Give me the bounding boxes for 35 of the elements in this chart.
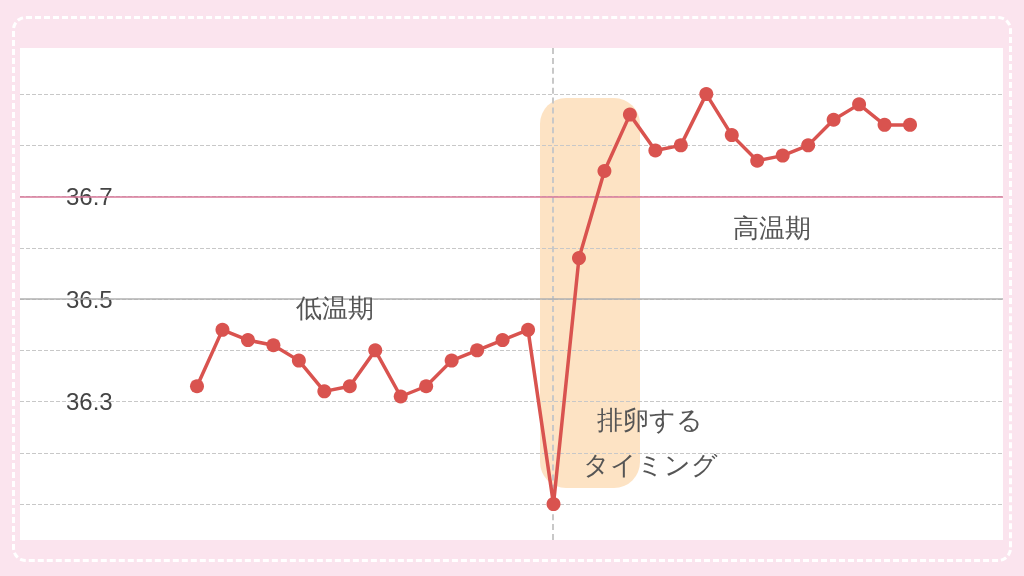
point (444, 353, 459, 368)
point (317, 384, 332, 399)
point (673, 138, 688, 153)
annotation: タイミング (582, 450, 718, 480)
point (342, 379, 357, 394)
point (190, 379, 204, 394)
point (699, 87, 714, 102)
point (852, 97, 867, 112)
point (521, 322, 536, 337)
point (393, 389, 408, 404)
point (801, 138, 816, 153)
annotation: 低温期 (296, 293, 374, 323)
point (903, 117, 917, 132)
point (240, 333, 255, 348)
point (877, 117, 892, 132)
point (622, 107, 637, 122)
point (419, 379, 434, 394)
y-tick-label: 36.3 (66, 388, 113, 416)
y-tick-label: 36.5 (66, 285, 113, 313)
point (750, 153, 765, 168)
point (495, 333, 510, 348)
point (546, 497, 561, 512)
point (826, 112, 841, 127)
point (291, 353, 306, 368)
point (368, 343, 383, 358)
annotation: 高温期 (733, 213, 811, 243)
point (470, 343, 485, 358)
point (215, 322, 230, 337)
point (597, 164, 612, 178)
point (571, 251, 586, 266)
annotation: 排卵する (597, 405, 703, 435)
point (775, 148, 790, 163)
point (648, 143, 663, 158)
point (724, 128, 739, 143)
point (266, 338, 281, 353)
